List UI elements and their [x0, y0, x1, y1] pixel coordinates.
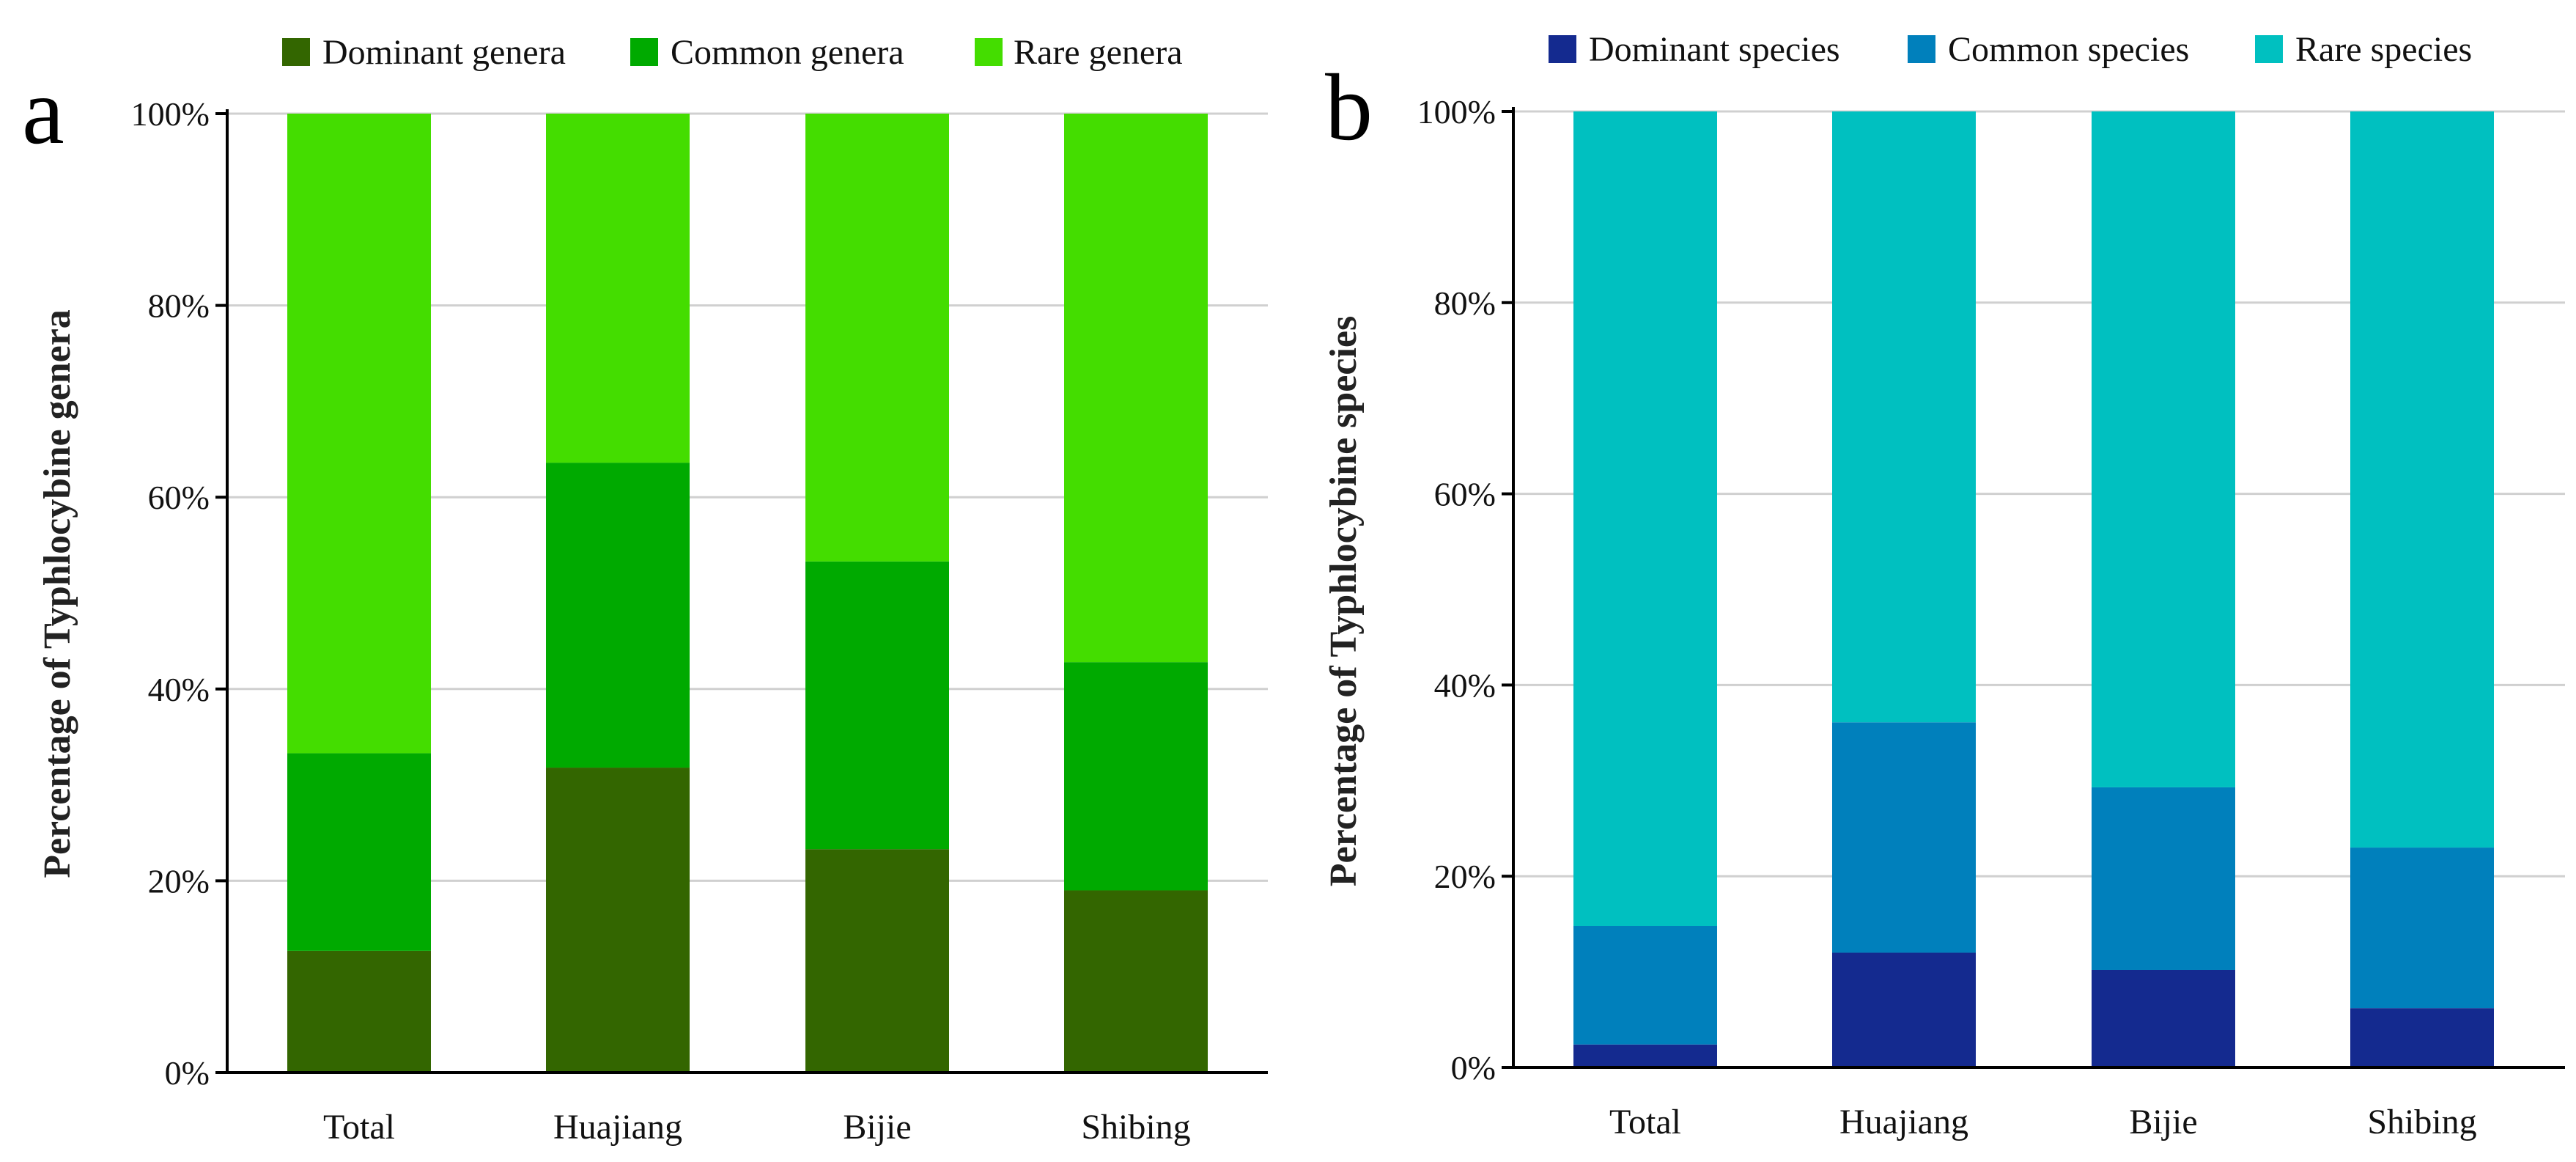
bar-shibing-common-genera [1064, 662, 1208, 891]
bar-total-rare-species [1573, 111, 1717, 927]
bar-total-dominant-species [1573, 1044, 1717, 1067]
x-tick-label: Total [1609, 1103, 1681, 1141]
y-tick-label: 60% [1434, 476, 1496, 513]
legend-label: Dominant species [1589, 30, 1840, 69]
bar-total-dominant-genera [287, 950, 431, 1073]
bar-bijie-dominant-genera [805, 849, 949, 1073]
bar-huajiang-rare-genera [546, 114, 690, 463]
legend-swatch [1908, 35, 1935, 63]
legend-label: Rare species [2295, 30, 2472, 69]
y-tick-label: 40% [148, 671, 210, 708]
legend-label: Rare genera [1014, 33, 1183, 72]
legend-swatch [2255, 35, 2283, 63]
bar-bijie-rare-genera [805, 114, 949, 562]
bar-bijie-dominant-species [2092, 969, 2235, 1067]
bar-total-common-genera [287, 753, 431, 951]
bar-huajiang-dominant-species [1832, 952, 1976, 1067]
y-tick-label: 20% [1434, 858, 1496, 895]
bar-huajiang-rare-species [1832, 111, 1976, 723]
bar-shibing-common-species [2350, 847, 2494, 1009]
x-tick-label: Shibing [2367, 1103, 2476, 1141]
y-tick-label: 40% [1434, 666, 1496, 704]
legend-swatch [630, 38, 658, 66]
y-tick-label: 100% [131, 95, 210, 133]
panel-a-chart: 0% 20% 40% 60% 80% 100% Total Huajiang Bijie Shib… [22, 33, 1268, 1147]
bar-huajiang-common-genera [546, 463, 690, 768]
bar-shibing-dominant-genera [1064, 890, 1208, 1073]
y-tick-label: 0% [165, 1054, 210, 1092]
y-axis-title: Percentage of Typhlocybine species [1323, 316, 1365, 886]
legend-label: Common genera [671, 33, 904, 72]
legend-label: Dominant genera [322, 33, 566, 72]
y-tick-label: 0% [1451, 1049, 1496, 1086]
panel-label: b [1325, 55, 1373, 161]
bar-bijie-common-species [2092, 787, 2235, 970]
bar-total-common-species [1573, 926, 1717, 1045]
panel-b-chart: 0% 20% 40% 60% 80% 100% Total Huajiang Bijie Shib… [1323, 30, 2565, 1141]
bar-bijie-rare-species [2092, 111, 2235, 787]
bar-total-rare-genera [287, 114, 431, 754]
x-tick-label: Bijie [2129, 1103, 2197, 1141]
bar-shibing-dominant-species [2350, 1008, 2494, 1067]
y-tick-label: 80% [148, 287, 210, 325]
x-tick-label: Huajiang [1839, 1103, 1968, 1141]
y-axis-title: Percentage of Typhlocybine genera [37, 309, 78, 878]
x-tick-label: Bijie [843, 1108, 911, 1147]
x-tick-label: Shibing [1081, 1108, 1190, 1147]
bar-bijie-common-genera [805, 561, 949, 850]
legend-label: Common species [1948, 30, 2189, 69]
legend-swatch [1549, 35, 1576, 63]
bar-huajiang-common-species [1832, 722, 1976, 953]
y-tick-label: 60% [148, 479, 210, 516]
bar-shibing-rare-species [2350, 111, 2494, 848]
y-tick-label: 80% [1434, 284, 1496, 322]
x-tick-label: Huajiang [553, 1108, 682, 1147]
legend-swatch [975, 38, 1003, 66]
bar-shibing-rare-genera [1064, 114, 1208, 663]
y-tick-label: 20% [148, 862, 210, 900]
y-tick-label: 100% [1417, 93, 1496, 130]
bar-huajiang-dominant-genera [546, 768, 690, 1073]
panel-label: a [22, 59, 64, 164]
legend-swatch [282, 38, 310, 66]
x-tick-label: Total [323, 1108, 395, 1147]
